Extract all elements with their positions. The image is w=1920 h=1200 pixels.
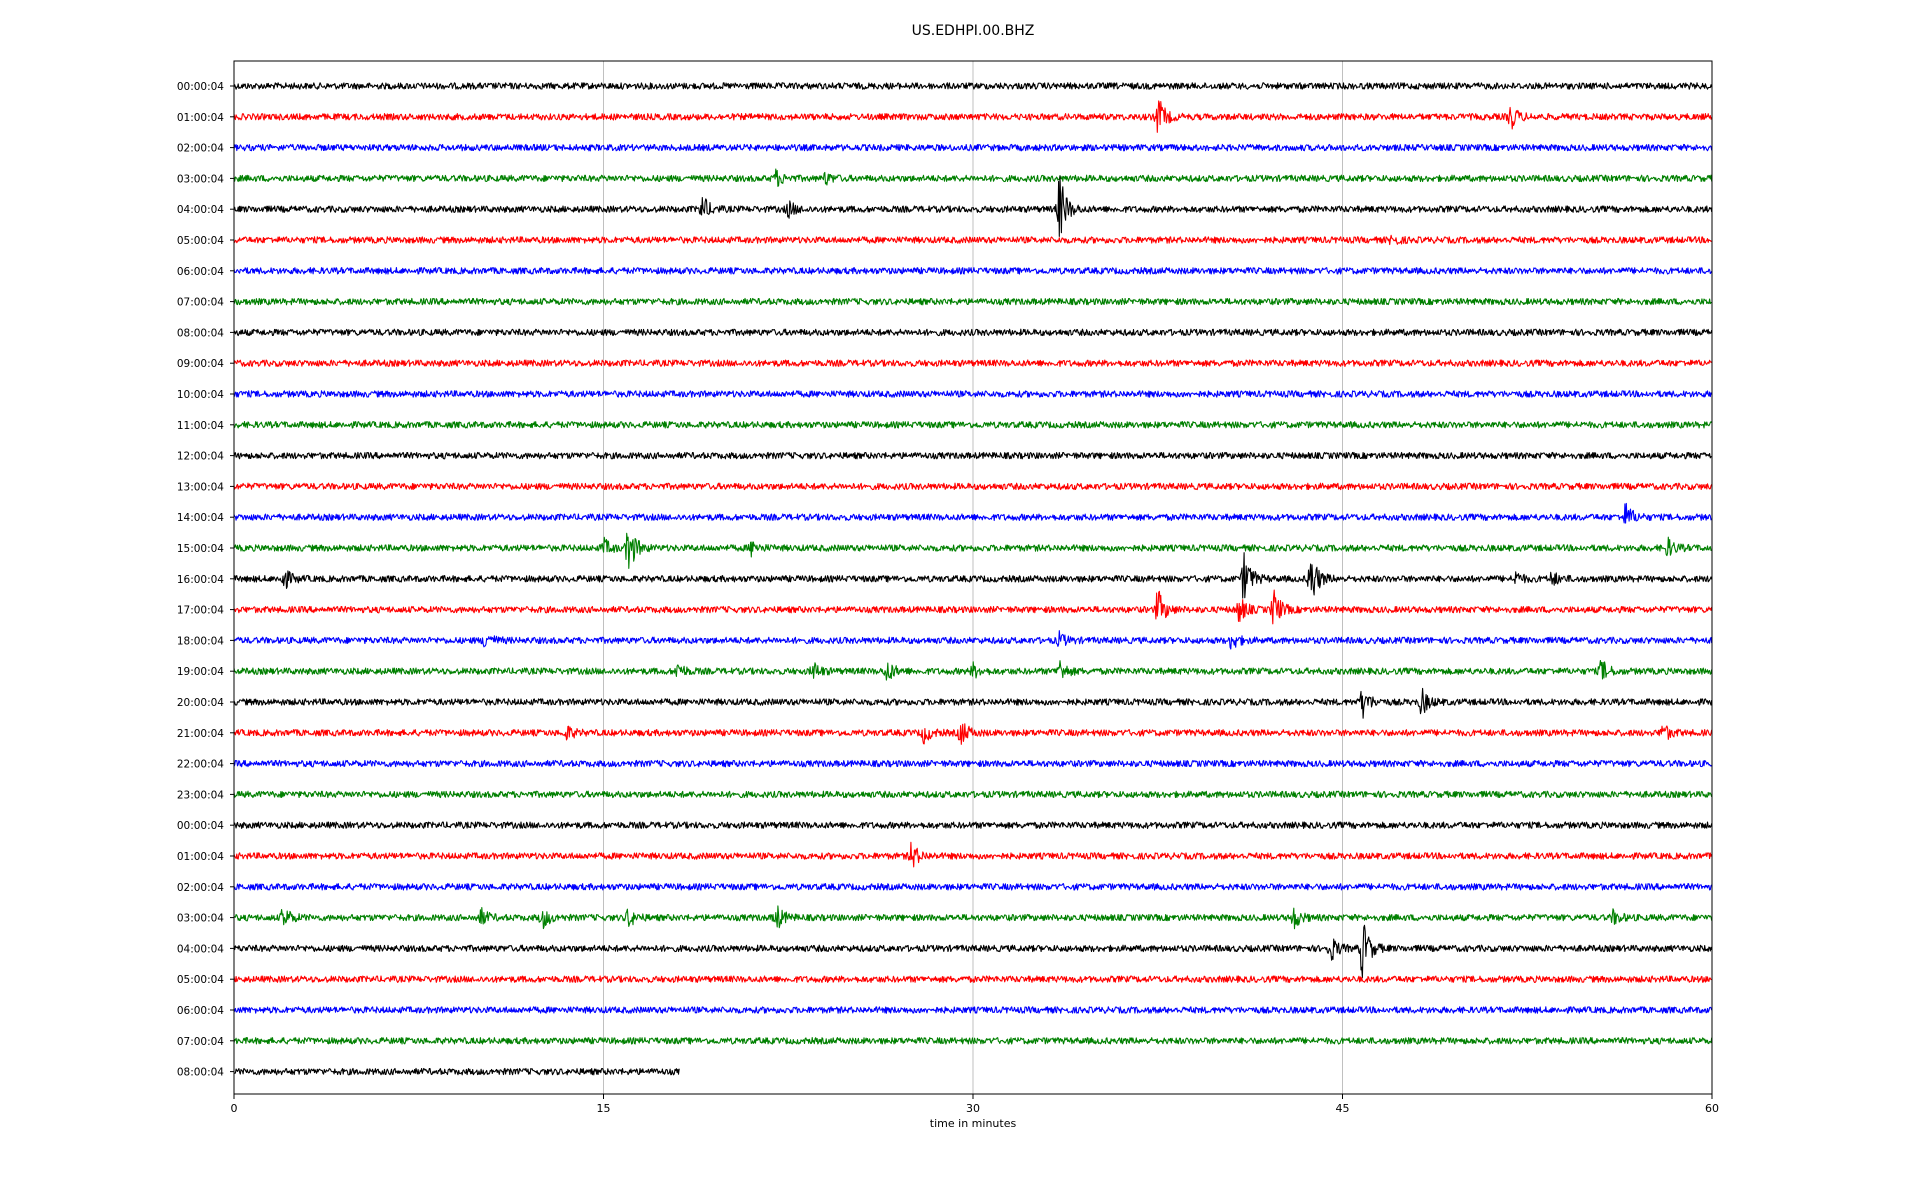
trace-row-32 bbox=[233, 1037, 1713, 1045]
row-label-8: 07:00:04 bbox=[177, 297, 224, 309]
row-label-21: 20:00:04 bbox=[177, 697, 224, 709]
row-label-12: 11:00:04 bbox=[177, 420, 224, 432]
trace-row-10 bbox=[233, 359, 1713, 367]
x-tick-label-60: 60 bbox=[1705, 1102, 1719, 1115]
chart-title: US.EDHPI.00.BHZ bbox=[912, 23, 1035, 39]
trace-row-24 bbox=[233, 790, 1713, 799]
trace-row-2 bbox=[233, 100, 1713, 133]
trace-row-4 bbox=[233, 168, 1713, 187]
trace-row-5 bbox=[233, 175, 1713, 237]
row-label-20: 19:00:04 bbox=[177, 666, 224, 678]
trace-row-12 bbox=[233, 421, 1713, 429]
row-label-9: 08:00:04 bbox=[177, 327, 224, 339]
row-label-24: 23:00:04 bbox=[177, 789, 224, 801]
row-label-27: 02:00:04 bbox=[177, 882, 224, 894]
trace-row-25 bbox=[233, 821, 1713, 829]
row-label-17: 16:00:04 bbox=[177, 574, 224, 586]
row-label-30: 05:00:04 bbox=[177, 974, 224, 986]
row-label-25: 00:00:04 bbox=[177, 820, 224, 832]
trace-row-33 bbox=[234, 1067, 680, 1076]
trace-row-16 bbox=[233, 532, 1713, 569]
axis-ticks: 0 15 30 45 60 bbox=[231, 1094, 1719, 1115]
trace-row-1 bbox=[233, 82, 1713, 90]
trace-row-27 bbox=[233, 883, 1713, 891]
trace-row-18 bbox=[233, 589, 1713, 625]
trace-row-22 bbox=[233, 723, 1713, 745]
row-label-10: 09:00:04 bbox=[177, 358, 224, 370]
trace-row-30 bbox=[233, 975, 1712, 983]
row-label-11: 10:00:04 bbox=[177, 389, 224, 401]
row-label-22: 21:00:04 bbox=[177, 728, 224, 740]
row-label-4: 03:00:04 bbox=[177, 173, 224, 185]
trace-row-19 bbox=[233, 630, 1713, 650]
trace-row-29 bbox=[233, 924, 1713, 979]
x-tick-label-0: 0 bbox=[231, 1102, 238, 1115]
trace-row-28 bbox=[233, 905, 1713, 930]
row-label-33: 08:00:04 bbox=[177, 1067, 224, 1079]
trace-row-23 bbox=[233, 759, 1713, 768]
row-label-13: 12:00:04 bbox=[177, 451, 224, 463]
row-labels: 00:00:04 01:00:04 02:00:04 03:00:04 04:00:04… bbox=[177, 81, 234, 1079]
row-label-5: 04:00:04 bbox=[177, 204, 224, 216]
row-label-6: 05:00:04 bbox=[177, 235, 224, 247]
trace-row-31 bbox=[233, 1006, 1713, 1014]
row-label-19: 18:00:04 bbox=[177, 635, 224, 647]
trace-row-8 bbox=[233, 297, 1712, 306]
x-tick-label-30: 30 bbox=[966, 1102, 980, 1115]
row-label-7: 06:00:04 bbox=[177, 266, 224, 278]
trace-row-14 bbox=[233, 482, 1713, 491]
row-label-32: 07:00:04 bbox=[177, 1036, 224, 1048]
row-label-2: 01:00:04 bbox=[177, 112, 224, 124]
trace-row-26 bbox=[233, 841, 1713, 868]
row-label-18: 17:00:04 bbox=[177, 605, 224, 617]
trace-row-17 bbox=[233, 552, 1713, 599]
row-label-26: 01:00:04 bbox=[177, 851, 224, 863]
trace-row-21 bbox=[233, 687, 1713, 719]
row-label-23: 22:00:04 bbox=[177, 759, 224, 771]
trace-row-3 bbox=[233, 143, 1713, 152]
row-label-31: 06:00:04 bbox=[177, 1005, 224, 1017]
x-tick-label-45: 45 bbox=[1336, 1102, 1350, 1115]
row-label-15: 14:00:04 bbox=[177, 512, 224, 524]
x-tick-label-15: 15 bbox=[597, 1102, 611, 1115]
trace-row-20 bbox=[233, 659, 1713, 681]
trace-row-13 bbox=[233, 451, 1712, 460]
traces bbox=[233, 82, 1713, 1076]
trace-row-15 bbox=[233, 502, 1713, 524]
row-label-14: 13:00:04 bbox=[177, 481, 224, 493]
trace-row-11 bbox=[233, 390, 1713, 398]
trace-row-9 bbox=[233, 328, 1713, 337]
row-label-28: 03:00:04 bbox=[177, 913, 224, 925]
x-axis-label: time in minutes bbox=[930, 1117, 1017, 1130]
trace-row-7 bbox=[233, 267, 1713, 275]
row-label-3: 02:00:04 bbox=[177, 143, 224, 155]
row-label-29: 04:00:04 bbox=[177, 943, 224, 955]
row-label-1: 00:00:04 bbox=[177, 81, 224, 93]
row-label-16: 15:00:04 bbox=[177, 543, 224, 555]
trace-row-6 bbox=[233, 234, 1712, 246]
